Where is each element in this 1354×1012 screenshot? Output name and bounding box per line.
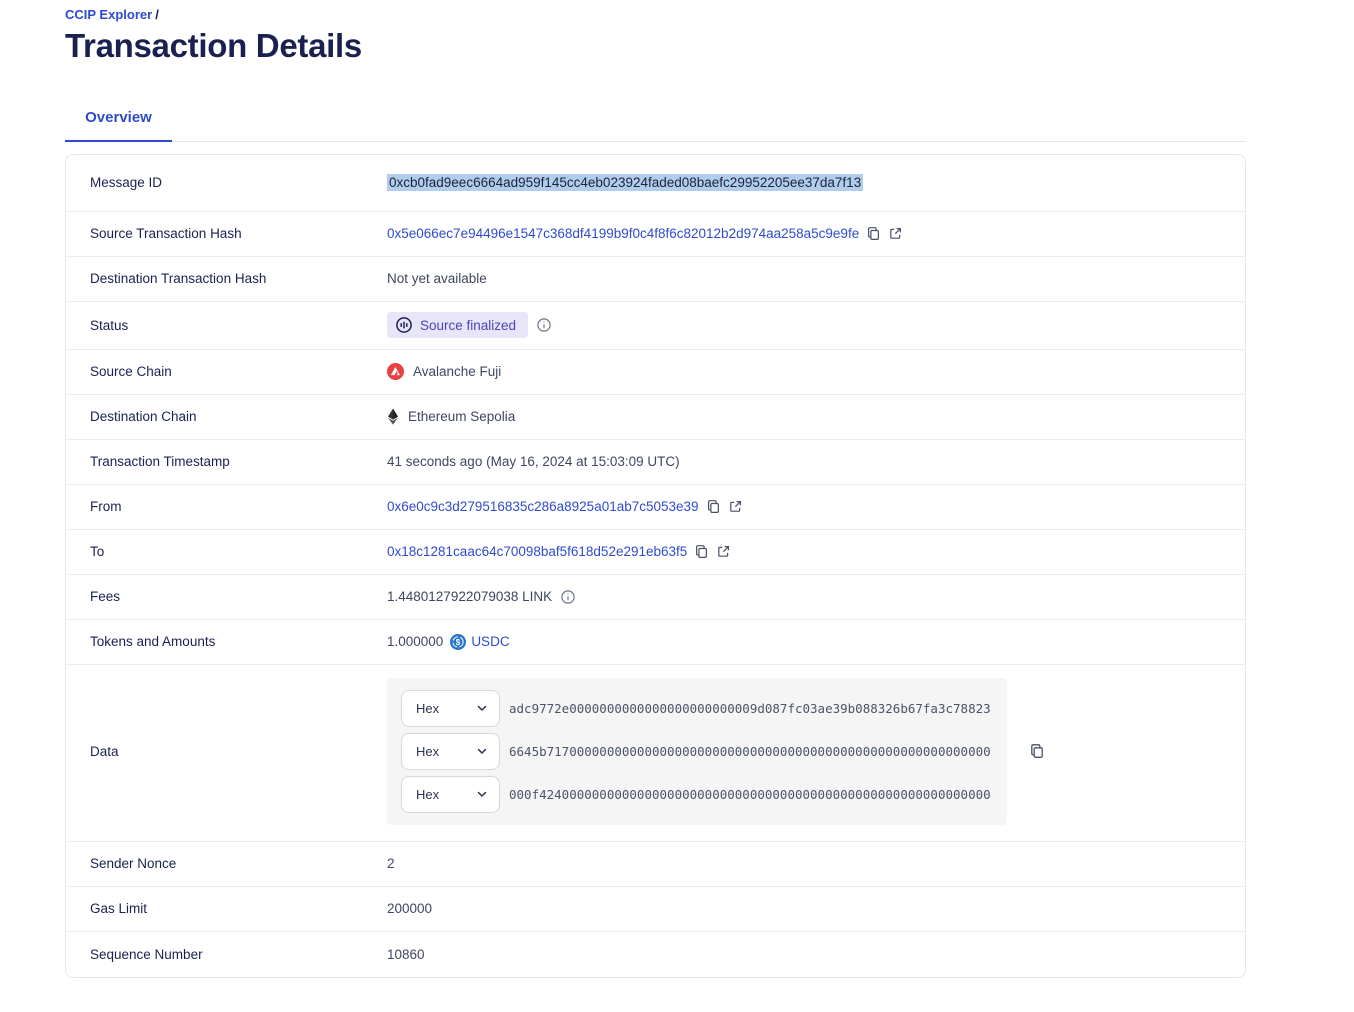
data-hex-line: Hex 6645b7170000000000000000000000000000… [401, 730, 993, 773]
copy-icon[interactable] [1029, 743, 1045, 759]
data-hex-line: Hex adc9772e0000000000000000000000009d08… [401, 687, 993, 730]
external-link-icon[interactable] [716, 544, 731, 559]
dest-tx-hash-label: Destination Transaction Hash [90, 271, 267, 287]
from-address-link[interactable]: 0x6e0c9c3d279516835c286a8925a01ab7c5053e… [387, 499, 699, 515]
row-from: From 0x6e0c9c3d279516835c286a8925a01ab7c… [66, 485, 1245, 530]
breadcrumb-link-ccip-explorer[interactable]: CCIP Explorer [65, 7, 153, 22]
source-tx-hash-label: Source Transaction Hash [90, 226, 242, 242]
page-content: CCIP Explorer / Transaction Details Overv… [65, 0, 1246, 978]
usdc-icon: $ [450, 633, 467, 650]
row-timestamp: Transaction Timestamp 41 seconds ago (Ma… [66, 440, 1245, 485]
copy-icon[interactable] [866, 226, 881, 241]
chevron-down-icon [476, 745, 488, 757]
row-sequence-number: Sequence Number 10860 [66, 932, 1245, 977]
data-hex-text: 6645b71700000000000000000000000000000000… [509, 743, 991, 759]
to-address-link[interactable]: 0x18c1281caac64c70098baf5f618d52e291eb63… [387, 544, 688, 560]
source-tx-hash-link[interactable]: 0x5e066ec7e94496e1547c368df4199b9f0c4f8f… [387, 226, 860, 242]
copy-icon[interactable] [706, 499, 721, 514]
token-amount: 1.000000 [387, 634, 444, 650]
transaction-details-card: Message ID 0xcb0fad9eec6664ad959f145cc4e… [65, 153, 1246, 978]
data-hex-line: Hex 000f42400000000000000000000000000000… [401, 773, 993, 816]
row-data: Data Hex adc9772e00000000000000000000000… [66, 665, 1245, 842]
hex-format-select[interactable]: Hex [401, 689, 500, 727]
tokens-label: Tokens and Amounts [90, 634, 216, 650]
data-hex-box: Hex adc9772e0000000000000000000000009d08… [387, 677, 1007, 825]
hex-format-select[interactable]: Hex [401, 775, 500, 813]
hex-format-label: Hex [416, 743, 440, 759]
row-dest-chain: Destination Chain Ethereum Sepolia [66, 395, 1245, 440]
status-badge: Source finalized [387, 312, 529, 339]
row-message-id: Message ID 0xcb0fad9eec6664ad959f145cc4e… [66, 155, 1245, 212]
page-title: Transaction Details [65, 27, 362, 64]
data-hex-text: 000f424000000000000000000000000000000000… [509, 786, 991, 802]
ethereum-icon [387, 408, 399, 426]
info-icon[interactable] [561, 590, 575, 604]
status-badge-text: Source finalized [420, 317, 517, 333]
sequence-number-label: Sequence Number [90, 946, 203, 962]
sender-nonce-value: 2 [387, 856, 395, 872]
message-id-label: Message ID [90, 175, 163, 191]
tab-bar: Overview [65, 109, 1246, 142]
breadcrumb: CCIP Explorer / [65, 0, 1246, 22]
row-to: To 0x18c1281caac64c70098baf5f618d52e291e… [66, 530, 1245, 575]
external-link-icon[interactable] [728, 499, 743, 514]
dest-chain-value: Ethereum Sepolia [408, 409, 516, 425]
row-gas-limit: Gas Limit 200000 [66, 887, 1245, 932]
row-status: Status Source finalized [66, 302, 1245, 350]
fees-value: 1.4480127922079038 LINK [387, 589, 553, 605]
timestamp-label: Transaction Timestamp [90, 454, 230, 470]
status-label: Status [90, 317, 129, 333]
to-label: To [90, 544, 105, 560]
gas-limit-value: 200000 [387, 901, 433, 917]
row-dest-tx-hash: Destination Transaction Hash Not yet ava… [66, 257, 1245, 302]
dest-chain-label: Destination Chain [90, 409, 197, 425]
token-link-usdc[interactable]: USDC [471, 634, 510, 650]
sender-nonce-label: Sender Nonce [90, 856, 177, 872]
hex-format-label: Hex [416, 786, 440, 802]
chevron-down-icon [476, 788, 488, 800]
avalanche-icon [387, 363, 404, 381]
row-source-chain: Source Chain Avalanche Fuji [66, 350, 1245, 395]
message-id-value[interactable]: 0xcb0fad9eec6664ad959f145cc4eb023924fade… [387, 174, 864, 192]
external-link-icon[interactable] [888, 226, 903, 241]
data-hex-text: adc9772e0000000000000000000000009d087fc0… [509, 700, 991, 716]
dest-tx-hash-value: Not yet available [387, 271, 487, 287]
row-tokens: Tokens and Amounts 1.000000 $ USDC [66, 620, 1245, 665]
row-fees: Fees 1.4480127922079038 LINK [66, 575, 1245, 620]
tab-overview[interactable]: Overview [65, 109, 172, 142]
row-sender-nonce: Sender Nonce 2 [66, 842, 1245, 887]
sequence-number-value: 10860 [387, 946, 425, 962]
copy-icon[interactable] [694, 544, 709, 559]
source-chain-label: Source Chain [90, 364, 172, 380]
data-label: Data [90, 743, 119, 759]
source-chain-value: Avalanche Fuji [413, 364, 502, 380]
status-progress-icon [395, 316, 413, 334]
breadcrumb-separator: / [155, 7, 159, 22]
svg-text:$: $ [456, 638, 461, 647]
info-icon[interactable] [537, 318, 551, 333]
row-source-tx-hash: Source Transaction Hash 0x5e066ec7e94496… [66, 212, 1245, 257]
gas-limit-label: Gas Limit [90, 901, 148, 917]
chevron-down-icon [476, 702, 488, 714]
from-label: From [90, 499, 122, 515]
hex-format-select[interactable]: Hex [401, 732, 500, 770]
timestamp-value: 41 seconds ago (May 16, 2024 at 15:03:09… [387, 454, 680, 470]
fees-label: Fees [90, 589, 121, 605]
hex-format-label: Hex [416, 700, 440, 716]
